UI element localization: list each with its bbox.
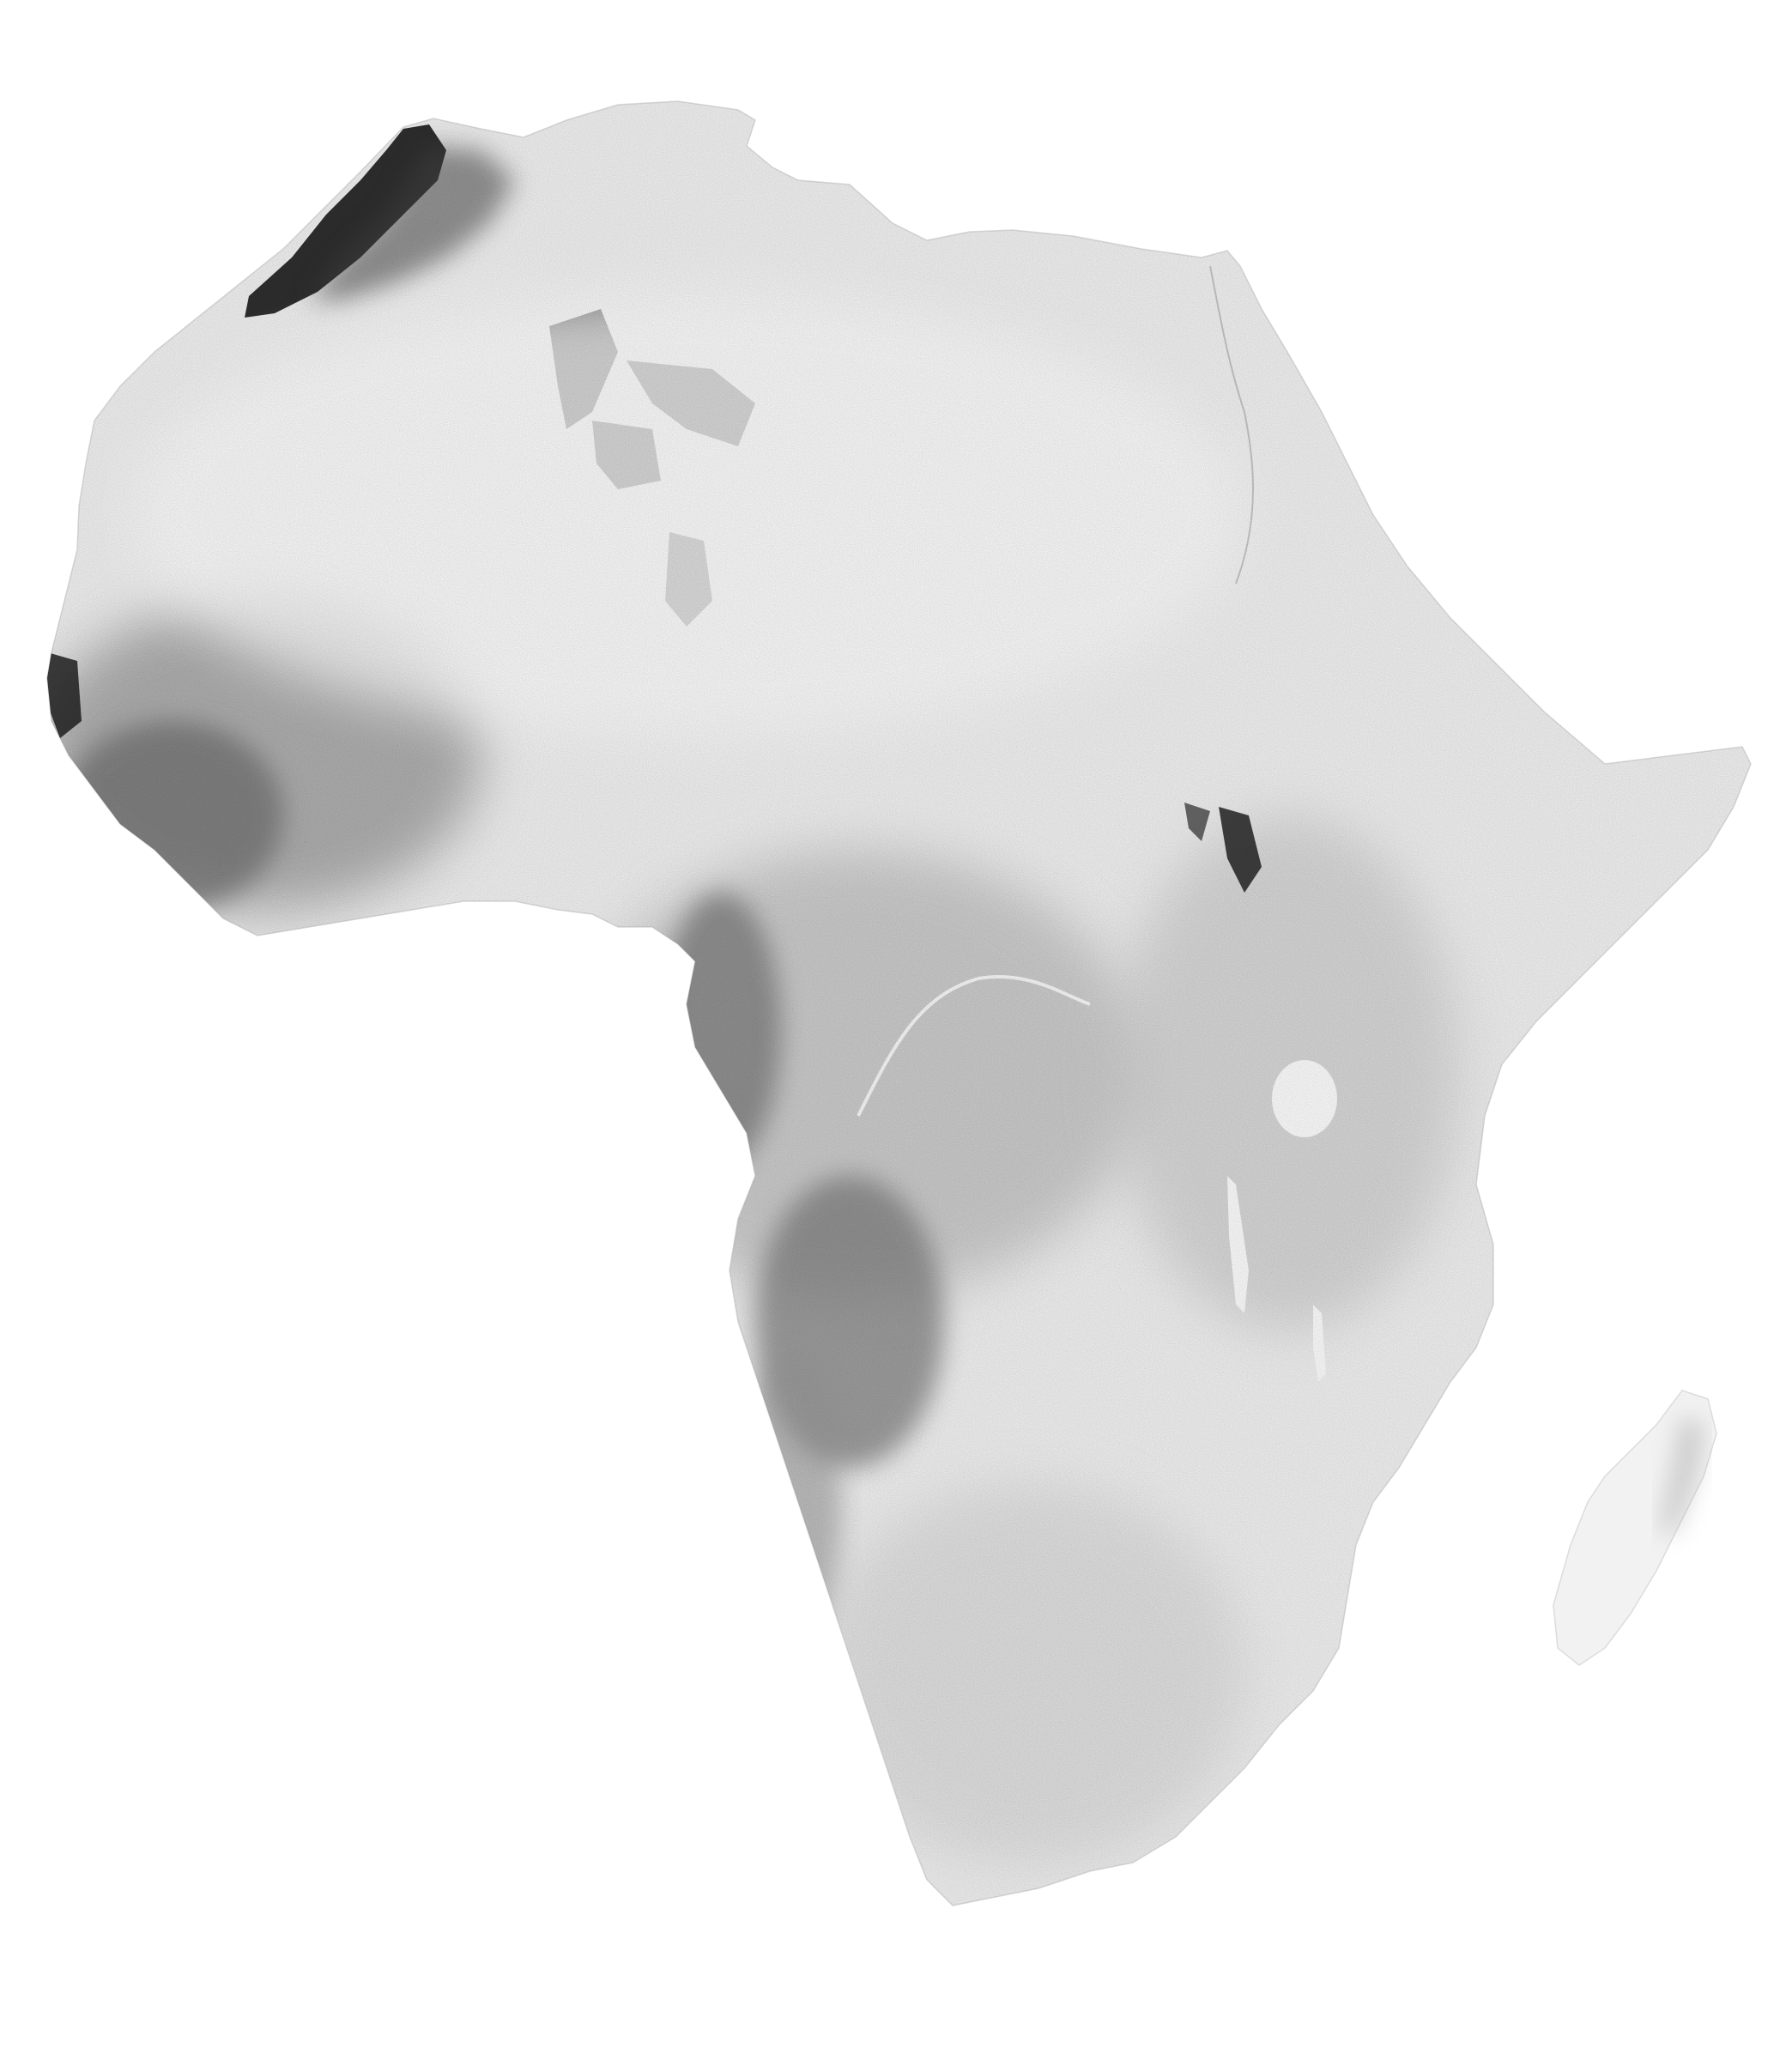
terrain-shading [47,101,1751,1905]
madagascar-east-dark [1661,1416,1704,1536]
